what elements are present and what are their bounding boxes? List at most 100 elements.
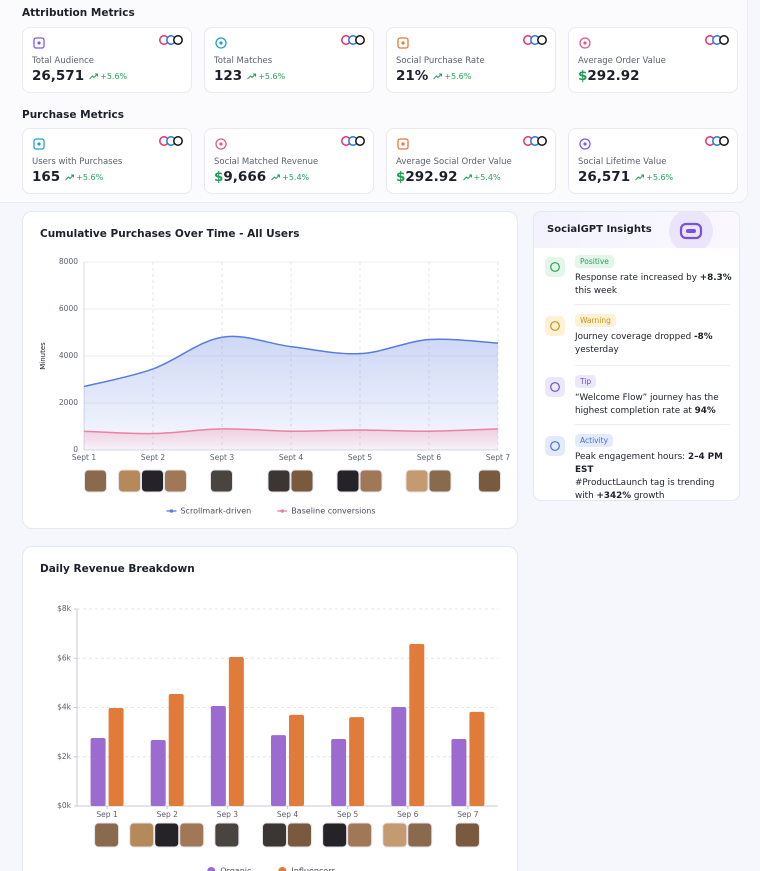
insight-highlight: +8.3% [699, 273, 732, 283]
thumbnail [84, 469, 107, 493]
divider [575, 424, 730, 425]
metric-label: Social Purchase Rate [396, 56, 485, 66]
insight-highlight: 94% [694, 406, 716, 416]
social-icon [719, 35, 729, 45]
insight-item: Warning Journey coverage dropped -8% yest… [534, 314, 739, 372]
insight-glyph [550, 441, 560, 451]
thumbnail [478, 469, 501, 493]
y-tick-label: 0 [73, 445, 78, 454]
thumbnail [382, 822, 408, 848]
arrow-path [462, 174, 472, 181]
metric-label: Social Matched Revenue [214, 157, 319, 167]
metric-icon [33, 37, 45, 49]
bar [349, 717, 365, 806]
metric-card: Total Audience 26,571 +5.6% [22, 27, 192, 93]
social-icons [523, 35, 547, 45]
metric-card: Average Social Order Value $292.92 +5.4% [386, 128, 556, 194]
metric-label: Average Social Order Value [396, 157, 512, 167]
metric-value-row: 26,571 +5.6% [32, 68, 127, 84]
thumbnail [359, 469, 383, 493]
arrow-path [247, 73, 257, 80]
metric-change: +5.6% [89, 72, 127, 81]
insight-highlight: 2–4 PM EST [575, 452, 723, 475]
metric-change: +5.6% [433, 72, 471, 81]
icon-dot [401, 41, 405, 45]
x-tick-label: Sep 5 [337, 810, 359, 819]
divider [575, 304, 730, 305]
metric-change: +5.4% [462, 173, 501, 182]
bar [391, 707, 407, 806]
icon-dot [583, 142, 587, 146]
thumbnail [287, 822, 312, 848]
metric-card: Average Order Value $292.92 [568, 27, 738, 93]
insight-glyph [550, 382, 560, 392]
legend-item: Organic [207, 867, 251, 871]
metric-label: Average Order Value [578, 56, 666, 66]
badge-eyes [686, 229, 696, 233]
bar [331, 739, 347, 806]
metric-change: +5.6% [247, 72, 285, 81]
currency: $ [396, 169, 406, 185]
insight-item: Positive Response rate increased by +8.3%… [534, 255, 739, 313]
chart-card: Cumulative Purchases Over Time - All Use… [22, 211, 518, 529]
x-tick-label: Sept 3 [210, 453, 234, 462]
chart-title: Daily Revenue Breakdown [40, 563, 195, 575]
thumbnail [336, 469, 360, 493]
insight-text-part: Peak engagement hours: [575, 452, 688, 462]
trend-arrow [462, 174, 472, 181]
change-value: +5.6% [76, 173, 104, 182]
legend-swatch-dot [280, 509, 285, 513]
x-tick-label: Sept 4 [279, 453, 303, 462]
icon-dot [37, 142, 41, 146]
metric-icon [215, 37, 227, 49]
thumbnail [141, 469, 164, 493]
bar [210, 706, 226, 806]
trend-arrow [433, 73, 443, 80]
thumbnail [262, 822, 287, 848]
icon-shape [579, 37, 591, 49]
metric-value-row: $292.92 +5.4% [396, 169, 501, 185]
social-icons [523, 136, 547, 146]
trend-arrow [247, 73, 257, 80]
legend-label: Scrollmark-driven [180, 507, 251, 516]
thumbnail [214, 822, 240, 848]
metric-card: Total Matches 123 +5.6% [204, 27, 374, 93]
y-tick-label: $2k [57, 752, 72, 761]
social-icon [537, 136, 547, 146]
thumbnail [94, 822, 120, 848]
icon-shape [397, 138, 409, 150]
insight-texts: Response rate increased by +8.3% this we… [575, 272, 735, 298]
metric-icon [579, 37, 591, 49]
metric-icon [215, 138, 227, 150]
insight-glyph [550, 321, 560, 331]
social-icons [341, 35, 365, 45]
x-tick-label: Sept 5 [348, 453, 372, 462]
metric-icon [397, 37, 409, 49]
y-tick-label: 2000 [59, 398, 78, 407]
x-tick-label: Sep 2 [157, 810, 179, 819]
thumbnail [118, 469, 141, 493]
divider [575, 365, 730, 366]
arrow-path [433, 73, 443, 80]
insight-texts: Peak engagement hours: 2–4 PM EST #Produc… [575, 451, 735, 501]
arrow-path [635, 174, 645, 181]
metric-value: 9,666 [223, 169, 267, 185]
legend-swatch-dot [169, 509, 174, 513]
icon-shape [215, 138, 227, 150]
metric-value-row: 165 +5.6% [32, 169, 103, 185]
legend-item: Influencers [278, 867, 336, 871]
change-value: +5.4% [282, 173, 310, 182]
thumbnail [405, 469, 429, 493]
change-value: +5.4% [473, 173, 501, 182]
insight-texts: Journey coverage dropped -8% yesterday [575, 331, 735, 357]
metric-label: Users with Purchases [32, 157, 123, 167]
glyph-shape [550, 262, 560, 272]
social-icon [173, 35, 183, 45]
x-tick-label: Sept 7 [486, 453, 510, 462]
trend-arrow [65, 174, 75, 181]
insight-text-part: growth [631, 491, 665, 501]
change-value: +5.6% [444, 72, 472, 81]
metric-value-row: 21% +5.6% [396, 68, 471, 84]
